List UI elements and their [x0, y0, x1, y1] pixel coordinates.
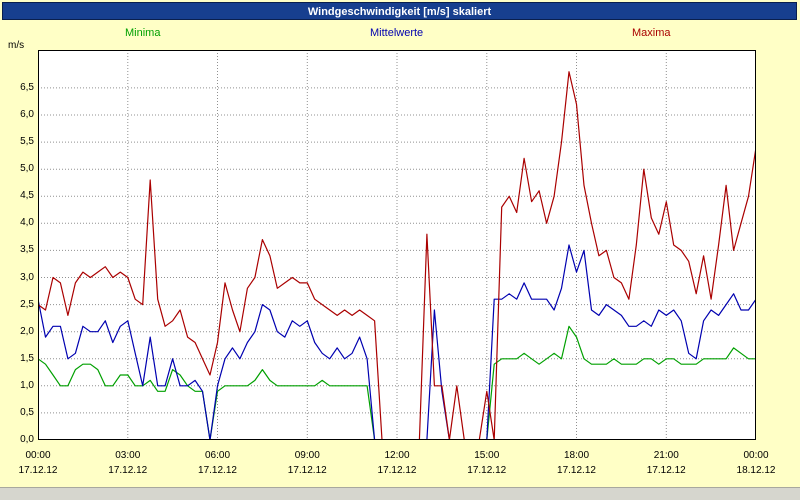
- horizontal-scrollbar[interactable]: [0, 487, 800, 500]
- y-axis-unit-label: m/s: [8, 40, 25, 51]
- x-tick-time: 15:00: [474, 450, 500, 461]
- y-axis-tick-label: 6,5: [20, 81, 34, 93]
- x-tick-time: 00:00: [743, 450, 769, 461]
- x-tick-date: 17.12.12: [467, 465, 507, 476]
- x-axis-tick-label: 00:00 17.12.12: [10, 450, 66, 477]
- legend-minima: Minima: [125, 27, 161, 39]
- y-axis-tick-label: 1,0: [20, 379, 34, 391]
- x-tick-time: 09:00: [294, 450, 320, 461]
- x-tick-time: 06:00: [204, 450, 231, 461]
- y-axis-tick-label: 5,0: [20, 163, 34, 175]
- y-axis-tick-label: 4,5: [20, 190, 34, 202]
- x-tick-date: 17.12.12: [198, 465, 237, 476]
- y-axis-tick-label: 3,0: [20, 271, 34, 283]
- x-axis-tick-label: 00:00 18.12.12: [728, 450, 784, 477]
- x-axis-tick-label: 15:00 17.12.12: [459, 450, 515, 477]
- x-tick-date: 17.12.12: [646, 465, 686, 476]
- x-axis-tick-label: 12:00 17.12.12: [369, 450, 425, 477]
- y-axis-tick-label: 5,5: [20, 136, 34, 148]
- x-tick-time: 18:00: [563, 450, 590, 461]
- x-axis-tick-labels: 00:00 17.12.12 03:00 17.12.12 06:00 17.12.12 0…: [19, 450, 776, 486]
- x-tick-date: 17.12.12: [557, 465, 596, 476]
- wind-speed-chart: [38, 50, 756, 440]
- x-tick-date: 17.12.12: [287, 465, 327, 476]
- y-axis-tick-label: 2,5: [20, 298, 34, 310]
- x-tick-date: 17.12.12: [18, 465, 58, 476]
- x-tick-time: 03:00: [115, 450, 141, 461]
- y-axis-tick-label: 2,0: [20, 325, 34, 337]
- x-tick-time: 00:00: [25, 450, 51, 461]
- x-axis-tick-label: 03:00 17.12.12: [100, 450, 156, 477]
- x-axis-tick-label: 18:00 17.12.12: [549, 450, 605, 477]
- y-axis-tick-label: 1,5: [20, 352, 34, 364]
- window-title: Windgeschwindigkeit [m/s] skaliert: [2, 2, 797, 20]
- x-tick-date: 18.12.12: [736, 465, 776, 476]
- x-tick-date: 17.12.12: [377, 465, 417, 476]
- y-axis-tick-labels: 0,0 0,5 1,0 1,5 2,0 2,5 3,0 3,5 4,0 4,5 5,0 5,5 6,0 6…: [0, 50, 34, 445]
- x-tick-date: 17.12.12: [108, 465, 148, 476]
- x-axis-tick-label: 09:00 17.12.12: [279, 450, 335, 477]
- x-axis-tick-label: 21:00 17.12.12: [638, 450, 694, 477]
- legend-maxima: Maxima: [632, 27, 671, 39]
- y-axis-tick-label: 3,5: [20, 244, 34, 256]
- y-axis-tick-label: 0,0: [20, 434, 34, 445]
- legend-mittelwerte: Mittelwerte: [370, 27, 424, 39]
- y-axis-tick-label: 4,0: [20, 217, 34, 229]
- y-axis-tick-label: 6,0: [20, 109, 34, 120]
- y-axis-tick-label: 0,5: [20, 406, 34, 418]
- x-tick-time: 12:00: [384, 450, 410, 461]
- x-axis-tick-label: 06:00 17.12.12: [190, 450, 246, 477]
- x-tick-time: 21:00: [653, 450, 679, 461]
